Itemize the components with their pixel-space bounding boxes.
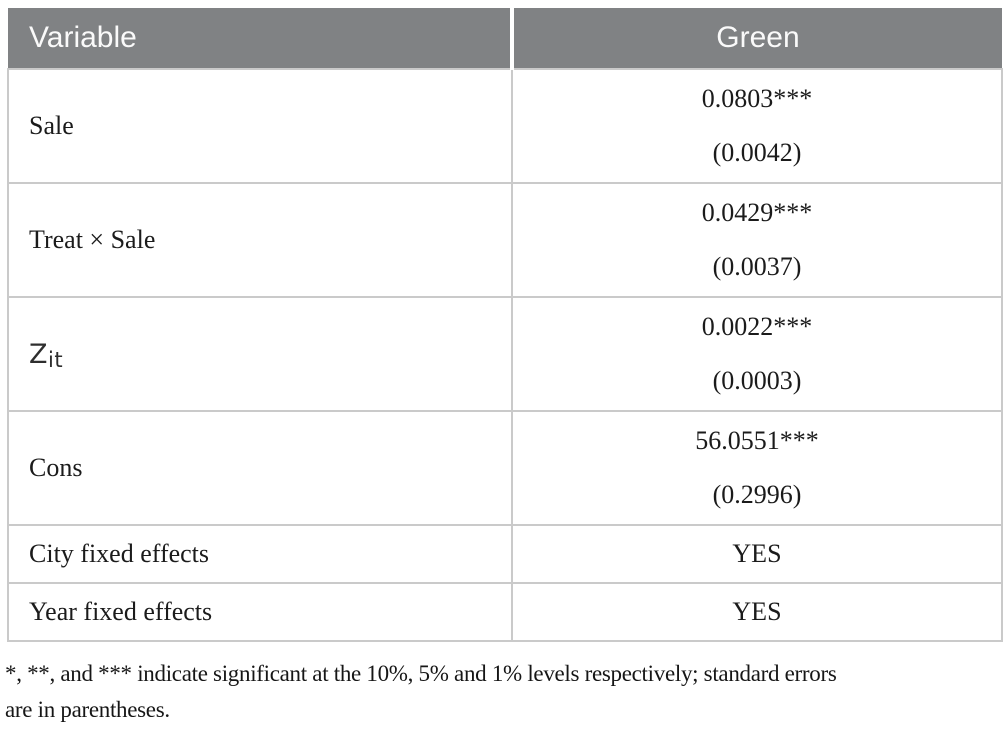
table-footnote: *, **, and *** indicate significant at t… bbox=[4, 656, 1000, 729]
zit-symbol: Zit bbox=[29, 339, 63, 370]
value-year-fixed-effects: YES bbox=[510, 582, 1004, 642]
zit-subscript: it bbox=[48, 346, 64, 372]
estimate-treat-x-sale: 0.0429*** bbox=[701, 198, 813, 227]
stderr-cons: (0.2996) bbox=[712, 480, 802, 509]
table-row-year-fixed-effects: Year fixed effects YES bbox=[7, 582, 1004, 642]
table-header-row: Variable Green bbox=[8, 8, 1002, 69]
footnote-line-2: are in parentheses. bbox=[5, 697, 170, 723]
estimate-cons: 56.0551*** bbox=[695, 426, 819, 455]
column-header-green: Green bbox=[509, 8, 1002, 69]
estimate-zit: 0.0022*** bbox=[701, 312, 813, 341]
column-header-variable: Variable bbox=[8, 8, 512, 69]
table-row-sale: Sale 0.0803*** (0.0042) bbox=[7, 68, 1004, 184]
variable-label-zit: Zit bbox=[7, 296, 513, 412]
cell-sale-green: 0.0803*** (0.0042) bbox=[510, 68, 1004, 184]
label-year-fixed-effects: Year fixed effects bbox=[7, 582, 513, 642]
label-city-fixed-effects: City fixed effects bbox=[7, 524, 513, 584]
cell-zit-green: 0.0022*** (0.0003) bbox=[510, 296, 1004, 412]
stderr-treat-x-sale: (0.0037) bbox=[712, 252, 802, 281]
table-row-city-fixed-effects: City fixed effects YES bbox=[7, 524, 1004, 584]
footnote-line-1: *, **, and *** indicate significant at t… bbox=[5, 661, 837, 686]
stderr-zit: (0.0003) bbox=[712, 366, 802, 395]
zit-base: Z bbox=[29, 338, 48, 370]
variable-label-cons: Cons bbox=[7, 410, 513, 526]
cell-cons-green: 56.0551*** (0.2996) bbox=[510, 410, 1004, 526]
table-row-treat-x-sale: Treat × Sale 0.0429*** (0.0037) bbox=[7, 182, 1004, 298]
regression-results-table: Variable Green Sale 0.0803*** (0.0042) T… bbox=[7, 8, 1004, 642]
variable-label-sale: Sale bbox=[7, 68, 513, 184]
cell-treat-x-sale-green: 0.0429*** (0.0037) bbox=[510, 182, 1004, 298]
value-city-fixed-effects: YES bbox=[510, 524, 1004, 584]
table-row-cons: Cons 56.0551*** (0.2996) bbox=[7, 410, 1004, 526]
stderr-sale: (0.0042) bbox=[712, 138, 802, 167]
estimate-sale: 0.0803*** bbox=[701, 84, 813, 113]
variable-label-treat-x-sale: Treat × Sale bbox=[7, 182, 513, 298]
table-row-zit: Zit 0.0022*** (0.0003) bbox=[7, 296, 1004, 412]
